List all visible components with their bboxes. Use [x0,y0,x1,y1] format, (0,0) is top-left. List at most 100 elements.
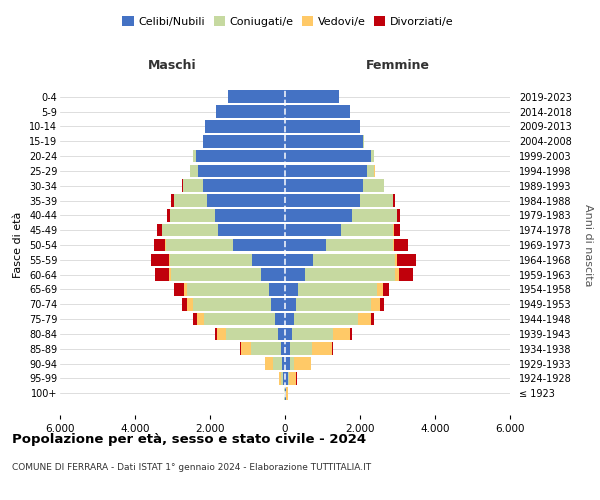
Bar [251,254,285,266]
Bar [251,342,281,355]
Bar [326,238,393,252]
Text: Maschi: Maschi [148,60,197,72]
Bar [193,313,197,326]
Bar [285,194,359,207]
Bar [215,328,217,340]
Bar [285,283,298,296]
Bar [183,180,203,192]
Bar [285,238,326,252]
Bar [305,268,395,281]
Bar [187,298,193,310]
Bar [398,268,413,281]
Bar [193,150,196,162]
Bar [312,342,332,355]
Bar [364,180,383,192]
Text: Popolazione per età, sesso e stato civile - 2024: Popolazione per età, sesso e stato civil… [12,432,366,446]
Bar [285,268,305,281]
Bar [350,328,352,340]
Bar [278,328,285,340]
Bar [279,372,281,384]
Bar [285,342,290,355]
Bar [377,283,383,296]
Text: Femmine: Femmine [365,60,430,72]
Bar [163,224,218,236]
Bar [292,328,334,340]
Bar [172,194,173,207]
Bar [240,342,241,355]
Y-axis label: Anni di nascita: Anni di nascita [583,204,593,286]
Bar [394,224,400,236]
Bar [285,313,294,326]
Bar [397,254,416,266]
Bar [290,358,294,370]
Bar [271,298,285,310]
Bar [285,90,339,103]
Bar [285,387,286,400]
Text: COMUNE DI FERRARA - Dati ISTAT 1° gennaio 2024 - Elaborazione TUTTITALIA.IT: COMUNE DI FERRARA - Dati ISTAT 1° gennai… [12,463,371,472]
Bar [226,328,278,340]
Bar [294,358,311,370]
Legend: Celibi/Nubili, Coniugati/e, Vedovi/e, Divorziati/e: Celibi/Nubili, Coniugati/e, Vedovi/e, Di… [119,13,457,30]
Bar [166,238,233,252]
Bar [175,283,184,296]
Bar [169,254,170,266]
Bar [341,224,393,236]
Bar [285,164,367,177]
Bar [332,342,333,355]
Bar [384,180,385,192]
Bar [182,298,187,310]
Bar [215,209,285,222]
Bar [281,342,285,355]
Bar [334,328,350,340]
Bar [352,209,397,222]
Bar [275,313,285,326]
Bar [285,180,364,192]
Bar [298,283,377,296]
Bar [151,254,169,266]
Bar [205,120,285,132]
Bar [285,224,341,236]
Bar [285,120,359,132]
Bar [285,254,313,266]
Bar [182,180,183,192]
Bar [193,298,271,310]
Bar [205,313,275,326]
Bar [397,209,400,222]
Bar [217,328,226,340]
Bar [170,254,251,266]
Bar [218,224,285,236]
Bar [285,372,288,384]
Bar [393,224,394,236]
Bar [294,313,358,326]
Bar [281,358,285,370]
Bar [283,372,285,384]
Bar [157,224,162,236]
Bar [172,268,261,281]
Bar [285,328,292,340]
Bar [169,268,172,281]
Bar [265,358,272,370]
Bar [383,283,389,296]
Bar [197,164,285,177]
Bar [217,106,285,118]
Bar [285,150,371,162]
Bar [233,238,285,252]
Bar [241,342,251,355]
Bar [269,283,285,296]
Bar [281,372,283,384]
Bar [371,298,380,310]
Bar [313,254,395,266]
Bar [393,194,395,207]
Bar [196,150,285,162]
Bar [167,209,170,222]
Bar [184,283,187,296]
Bar [170,209,215,222]
Y-axis label: Fasce di età: Fasce di età [13,212,23,278]
Bar [395,254,397,266]
Bar [285,358,290,370]
Bar [371,150,374,162]
Bar [197,313,205,326]
Bar [227,90,285,103]
Bar [203,135,285,147]
Bar [187,283,269,296]
